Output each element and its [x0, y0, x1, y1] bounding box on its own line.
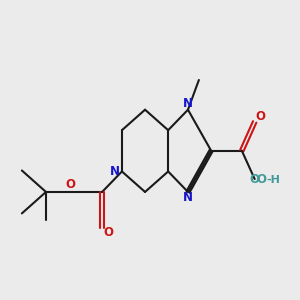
Text: N: N: [183, 191, 193, 204]
Text: N: N: [110, 165, 120, 178]
Text: O: O: [256, 110, 266, 124]
Text: -H: -H: [266, 175, 280, 185]
Text: O: O: [250, 172, 260, 186]
Text: O: O: [103, 226, 113, 239]
Text: O: O: [66, 178, 76, 191]
Text: N: N: [183, 97, 193, 110]
Text: O: O: [256, 172, 266, 186]
